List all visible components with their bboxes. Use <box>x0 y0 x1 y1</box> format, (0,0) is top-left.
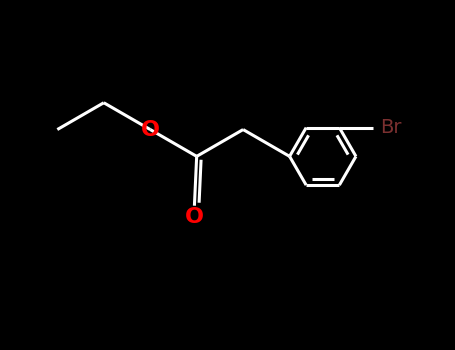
Text: O: O <box>141 120 160 140</box>
Text: O: O <box>185 207 204 227</box>
Text: Br: Br <box>380 118 402 137</box>
